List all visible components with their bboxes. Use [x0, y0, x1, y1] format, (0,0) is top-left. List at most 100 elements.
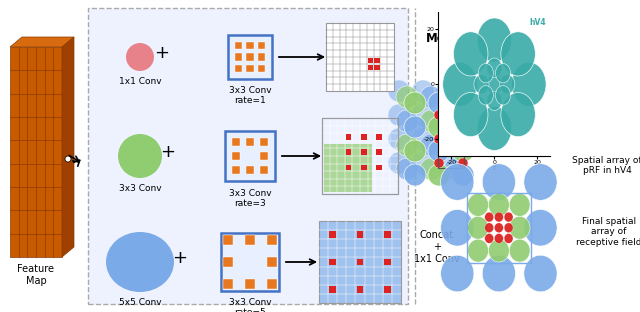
Bar [235, 53, 242, 61]
Text: +: + [161, 143, 175, 161]
Bar [367, 65, 372, 70]
Circle shape [434, 134, 444, 144]
Text: 3x3 Conv
rate=5: 3x3 Conv rate=5 [228, 298, 271, 312]
Text: 3x3 Conv
rate=1: 3x3 Conv rate=1 [228, 86, 271, 105]
Circle shape [483, 255, 516, 292]
Circle shape [483, 164, 516, 200]
Bar [223, 280, 232, 289]
Circle shape [495, 223, 503, 233]
Bar [232, 138, 240, 146]
Circle shape [524, 209, 557, 246]
Circle shape [468, 216, 488, 239]
FancyBboxPatch shape [88, 8, 408, 304]
Text: Concat
+
1x1 Conv: Concat + 1x1 Conv [414, 230, 460, 264]
Text: +: + [173, 249, 188, 267]
Bar [374, 58, 380, 63]
Circle shape [500, 75, 515, 94]
Bar [376, 164, 382, 170]
Bar [268, 280, 276, 289]
Bar [232, 152, 240, 160]
Circle shape [404, 92, 426, 114]
Circle shape [478, 85, 493, 105]
Bar [221, 233, 279, 291]
Bar [319, 221, 401, 303]
Circle shape [454, 32, 488, 76]
Bar [258, 42, 265, 49]
Bar [258, 53, 265, 61]
Circle shape [412, 152, 434, 174]
Circle shape [428, 140, 450, 162]
Bar [346, 134, 351, 140]
Circle shape [501, 93, 535, 137]
Bar [246, 42, 253, 49]
Bar [245, 235, 255, 245]
Bar [235, 42, 242, 49]
Circle shape [428, 164, 450, 186]
Circle shape [388, 128, 410, 150]
Circle shape [388, 104, 410, 126]
Text: Feature
Map: Feature Map [17, 264, 54, 285]
Text: hV4: hV4 [529, 18, 546, 27]
Bar [268, 257, 276, 267]
Bar [235, 65, 242, 72]
Circle shape [478, 64, 493, 83]
Circle shape [388, 152, 410, 174]
Circle shape [495, 64, 511, 83]
Circle shape [436, 104, 458, 126]
Circle shape [443, 62, 477, 106]
Bar [246, 53, 253, 61]
Circle shape [65, 156, 71, 162]
Bar [322, 118, 398, 194]
Circle shape [444, 110, 466, 132]
Circle shape [488, 239, 509, 262]
Bar [260, 152, 268, 160]
Circle shape [404, 116, 426, 138]
Circle shape [452, 92, 474, 114]
Circle shape [474, 75, 489, 94]
Bar [246, 65, 253, 72]
Bar [329, 259, 336, 266]
Circle shape [495, 212, 503, 222]
Circle shape [487, 75, 502, 94]
Bar [361, 164, 367, 170]
Circle shape [452, 140, 474, 162]
Ellipse shape [126, 43, 154, 71]
Circle shape [436, 80, 458, 102]
Text: +: + [154, 44, 170, 62]
Bar [361, 134, 367, 140]
Circle shape [458, 110, 468, 120]
Circle shape [420, 86, 442, 108]
Text: 3x3 Conv: 3x3 Conv [118, 184, 161, 193]
Bar [384, 286, 391, 293]
Bar [384, 259, 391, 266]
Ellipse shape [106, 232, 174, 292]
Circle shape [441, 164, 474, 200]
Text: 1x1 Conv: 1x1 Conv [118, 77, 161, 86]
Polygon shape [62, 37, 74, 257]
Bar [356, 231, 364, 238]
Circle shape [420, 110, 442, 132]
Text: RFB
Module: RFB Module [426, 17, 474, 45]
Bar [260, 166, 268, 174]
Circle shape [412, 80, 434, 102]
Bar [260, 138, 268, 146]
Bar [376, 134, 382, 140]
Circle shape [412, 128, 434, 150]
Circle shape [434, 158, 444, 168]
Bar [438, 116, 464, 168]
Bar [356, 259, 364, 266]
Bar [246, 166, 254, 174]
Circle shape [444, 158, 466, 180]
Bar [246, 138, 254, 146]
Circle shape [488, 193, 509, 216]
Circle shape [509, 239, 530, 262]
Circle shape [524, 255, 557, 292]
Circle shape [477, 106, 511, 150]
Circle shape [428, 92, 450, 114]
Bar [225, 131, 275, 181]
Circle shape [495, 85, 511, 105]
Circle shape [487, 58, 502, 77]
Circle shape [420, 158, 442, 180]
Circle shape [452, 164, 474, 186]
Bar [374, 65, 380, 70]
